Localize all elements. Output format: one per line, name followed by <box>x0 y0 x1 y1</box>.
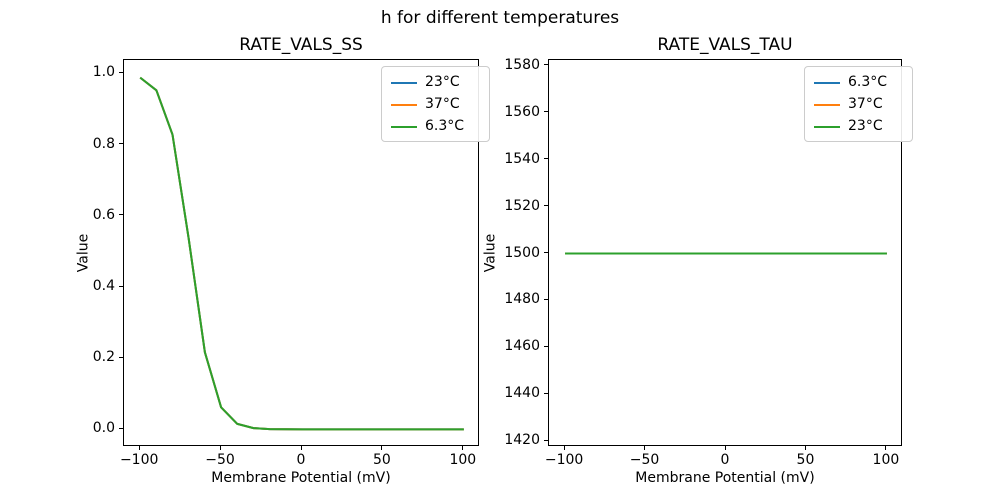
y-tick-label: 1540 <box>504 150 540 167</box>
x-tick-mark <box>724 446 726 450</box>
y-tick-mark <box>544 111 548 113</box>
x-tick-mark <box>462 446 464 450</box>
y-tick-label: 0.2 <box>92 349 115 366</box>
x-tick-label: 100 <box>449 452 477 468</box>
y-tick-mark <box>544 345 548 347</box>
legend-label: 6.3°C <box>848 74 888 90</box>
y-tick-mark <box>544 158 548 160</box>
y-tick-label: 1520 <box>504 197 540 214</box>
x-tick-label: −100 <box>544 452 584 468</box>
x-tick-mark <box>381 446 383 450</box>
y-tick-mark <box>119 427 123 429</box>
axes-title: RATE_VALS_SS <box>239 35 363 55</box>
y-tick-mark <box>119 285 123 287</box>
legend-line-swatch <box>391 81 417 84</box>
y-tick-mark <box>544 252 548 253</box>
y-tick-label: 1580 <box>504 56 540 73</box>
y-tick-mark <box>119 71 123 73</box>
x-tick-label: 0 <box>296 452 306 468</box>
y-tick-label: 1480 <box>504 291 540 308</box>
y-axis-label: Value <box>75 233 92 272</box>
x-axis-label: Membrane Potential (mV) <box>635 470 815 486</box>
y-tick-mark <box>544 298 548 300</box>
y-tick-label: 1420 <box>504 432 540 449</box>
legend-line-swatch <box>814 103 840 106</box>
legend-item: 6.3°C <box>391 117 481 136</box>
legend-item: 37°C <box>814 95 904 114</box>
y-tick-mark <box>544 392 548 394</box>
y-tick-mark <box>119 143 123 145</box>
y-tick-label: 1.0 <box>92 64 115 81</box>
x-axis-label: Membrane Potential (mV) <box>211 470 391 486</box>
y-tick-label: 1460 <box>504 338 540 355</box>
y-tick-mark <box>119 356 123 358</box>
plot-area <box>548 59 902 446</box>
x-tick-label: 50 <box>372 452 391 468</box>
y-tick-label: 1440 <box>504 385 540 402</box>
series-line-37°C <box>139 76 464 431</box>
x-tick-label: 0 <box>720 452 730 468</box>
y-tick-label: 1500 <box>504 244 540 261</box>
legend-item: 23°C <box>391 73 481 92</box>
x-tick-label: 50 <box>796 452 815 468</box>
y-tick-mark <box>544 439 548 441</box>
legend-label: 37°C <box>848 96 883 112</box>
y-tick-label: 0.6 <box>92 206 115 223</box>
x-tick-label: −50 <box>629 452 660 468</box>
legend-line-swatch <box>391 125 417 128</box>
x-tick-mark <box>138 446 140 450</box>
x-tick-label: 100 <box>872 452 900 468</box>
x-tick-mark <box>804 446 806 450</box>
y-tick-label: 0.8 <box>92 135 115 152</box>
legend: 6.3°C 37°C 23°C <box>804 66 913 142</box>
x-tick-mark <box>219 446 221 450</box>
series-line-6.3°C <box>139 76 464 431</box>
x-tick-label: −100 <box>119 452 159 468</box>
y-tick-label: 1560 <box>504 103 540 120</box>
legend-item: 23°C <box>814 117 904 136</box>
legend-line-swatch <box>814 125 840 128</box>
plot-area <box>123 59 479 446</box>
series-canvas <box>565 252 887 255</box>
legend-item: 6.3°C <box>814 73 904 92</box>
y-tick-label: 0.0 <box>92 420 115 437</box>
x-tick-mark <box>563 446 565 450</box>
x-tick-mark <box>644 446 646 450</box>
series-canvas <box>139 76 464 431</box>
legend-label: 23°C <box>425 74 460 90</box>
y-tick-mark <box>544 205 548 207</box>
y-tick-mark <box>544 64 548 66</box>
y-axis-label: Value <box>482 233 499 272</box>
legend-label: 6.3°C <box>425 118 465 134</box>
legend-label: 23°C <box>848 118 883 134</box>
x-tick-mark <box>885 446 887 450</box>
legend: 23°C 37°C 6.3°C <box>381 66 490 142</box>
legend-line-swatch <box>391 103 417 106</box>
axes-title: RATE_VALS_TAU <box>657 35 793 55</box>
y-tick-label: 0.4 <box>92 278 115 294</box>
figure-suptitle: h for different temperatures <box>380 8 620 28</box>
x-tick-label: −50 <box>205 452 235 468</box>
legend-item: 37°C <box>391 95 481 114</box>
x-tick-mark <box>300 446 302 450</box>
series-line-23°C <box>139 76 464 431</box>
y-tick-mark <box>119 214 123 216</box>
legend-line-swatch <box>814 81 840 84</box>
legend-label: 37°C <box>425 96 460 112</box>
